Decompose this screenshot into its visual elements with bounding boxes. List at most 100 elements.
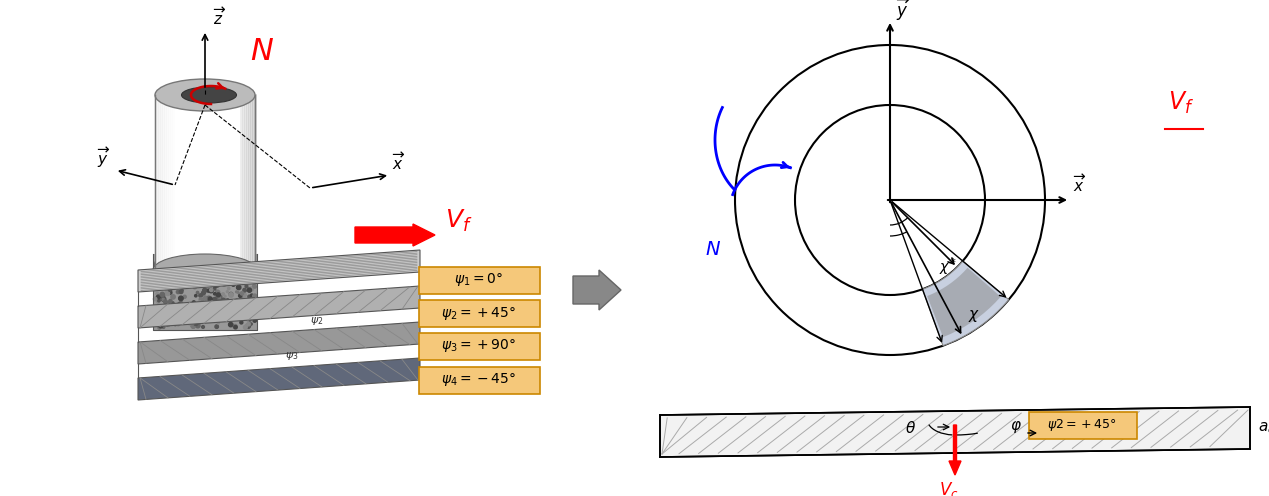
FancyArrow shape	[574, 270, 621, 310]
Circle shape	[246, 259, 249, 261]
Circle shape	[250, 323, 253, 325]
Circle shape	[161, 307, 164, 310]
Circle shape	[179, 291, 181, 293]
Circle shape	[227, 287, 230, 290]
Circle shape	[185, 266, 188, 270]
Circle shape	[166, 323, 170, 326]
Circle shape	[181, 268, 184, 270]
Circle shape	[213, 304, 214, 306]
Circle shape	[218, 270, 222, 274]
Circle shape	[161, 260, 162, 262]
Circle shape	[185, 257, 189, 261]
Circle shape	[225, 265, 227, 269]
Text: $\chi^*$: $\chi^*$	[939, 256, 957, 278]
Circle shape	[209, 288, 213, 292]
Circle shape	[162, 279, 166, 282]
Circle shape	[179, 302, 183, 306]
Circle shape	[208, 297, 212, 301]
Circle shape	[216, 296, 220, 300]
Circle shape	[160, 310, 162, 313]
Circle shape	[171, 311, 175, 314]
Circle shape	[245, 285, 247, 288]
Circle shape	[237, 264, 241, 268]
Circle shape	[218, 273, 222, 278]
Circle shape	[171, 309, 175, 312]
Circle shape	[230, 256, 232, 258]
Circle shape	[216, 280, 218, 282]
Circle shape	[217, 293, 221, 297]
Circle shape	[250, 315, 253, 318]
Circle shape	[217, 279, 218, 281]
Text: $\psi_2$: $\psi_2$	[310, 315, 324, 327]
Circle shape	[231, 306, 233, 309]
Circle shape	[193, 285, 197, 289]
Circle shape	[170, 310, 175, 314]
Circle shape	[194, 321, 198, 325]
Circle shape	[161, 254, 165, 258]
Circle shape	[217, 320, 220, 322]
Circle shape	[217, 255, 220, 259]
Circle shape	[240, 292, 244, 295]
Circle shape	[164, 300, 168, 304]
Circle shape	[202, 262, 204, 265]
Circle shape	[251, 315, 253, 317]
Circle shape	[250, 265, 253, 268]
Circle shape	[207, 271, 209, 274]
Circle shape	[162, 298, 166, 301]
Circle shape	[198, 318, 201, 321]
Circle shape	[165, 288, 166, 290]
Circle shape	[175, 256, 178, 260]
Circle shape	[211, 308, 214, 311]
Circle shape	[207, 279, 211, 284]
Circle shape	[176, 319, 180, 322]
Circle shape	[157, 272, 161, 276]
Circle shape	[168, 274, 170, 276]
Circle shape	[188, 308, 190, 309]
Circle shape	[164, 320, 168, 324]
Circle shape	[246, 322, 250, 326]
Circle shape	[175, 275, 176, 277]
Circle shape	[195, 306, 197, 308]
Circle shape	[247, 295, 250, 298]
Circle shape	[193, 301, 195, 304]
Circle shape	[188, 321, 192, 325]
Circle shape	[216, 317, 220, 321]
Circle shape	[156, 307, 160, 311]
Circle shape	[218, 283, 220, 286]
Circle shape	[247, 260, 249, 262]
Polygon shape	[138, 322, 420, 364]
Circle shape	[169, 273, 171, 275]
Circle shape	[202, 320, 206, 323]
Circle shape	[214, 288, 216, 290]
Circle shape	[184, 277, 188, 281]
Circle shape	[240, 298, 244, 301]
Circle shape	[156, 320, 160, 324]
Circle shape	[159, 316, 162, 320]
Circle shape	[228, 293, 233, 297]
Circle shape	[154, 266, 157, 269]
Circle shape	[228, 265, 232, 269]
Circle shape	[168, 288, 171, 291]
Circle shape	[250, 294, 254, 297]
Circle shape	[211, 302, 213, 305]
Circle shape	[169, 300, 173, 303]
Circle shape	[242, 288, 246, 292]
Circle shape	[207, 302, 211, 306]
Circle shape	[217, 272, 221, 276]
Polygon shape	[138, 286, 420, 328]
Circle shape	[213, 293, 216, 295]
Text: $a_e$: $a_e$	[1258, 420, 1269, 436]
Circle shape	[155, 261, 157, 263]
Text: $\overrightarrow{y}$: $\overrightarrow{y}$	[896, 0, 911, 23]
Circle shape	[253, 319, 256, 322]
Text: $\psi_3 = +90°$: $\psi_3 = +90°$	[442, 337, 516, 355]
Circle shape	[242, 293, 246, 297]
Circle shape	[211, 281, 216, 285]
FancyArrow shape	[949, 425, 961, 475]
Circle shape	[168, 317, 170, 320]
Circle shape	[214, 255, 218, 259]
Circle shape	[178, 267, 180, 269]
Circle shape	[168, 323, 170, 326]
Circle shape	[156, 278, 159, 280]
Circle shape	[183, 295, 187, 298]
